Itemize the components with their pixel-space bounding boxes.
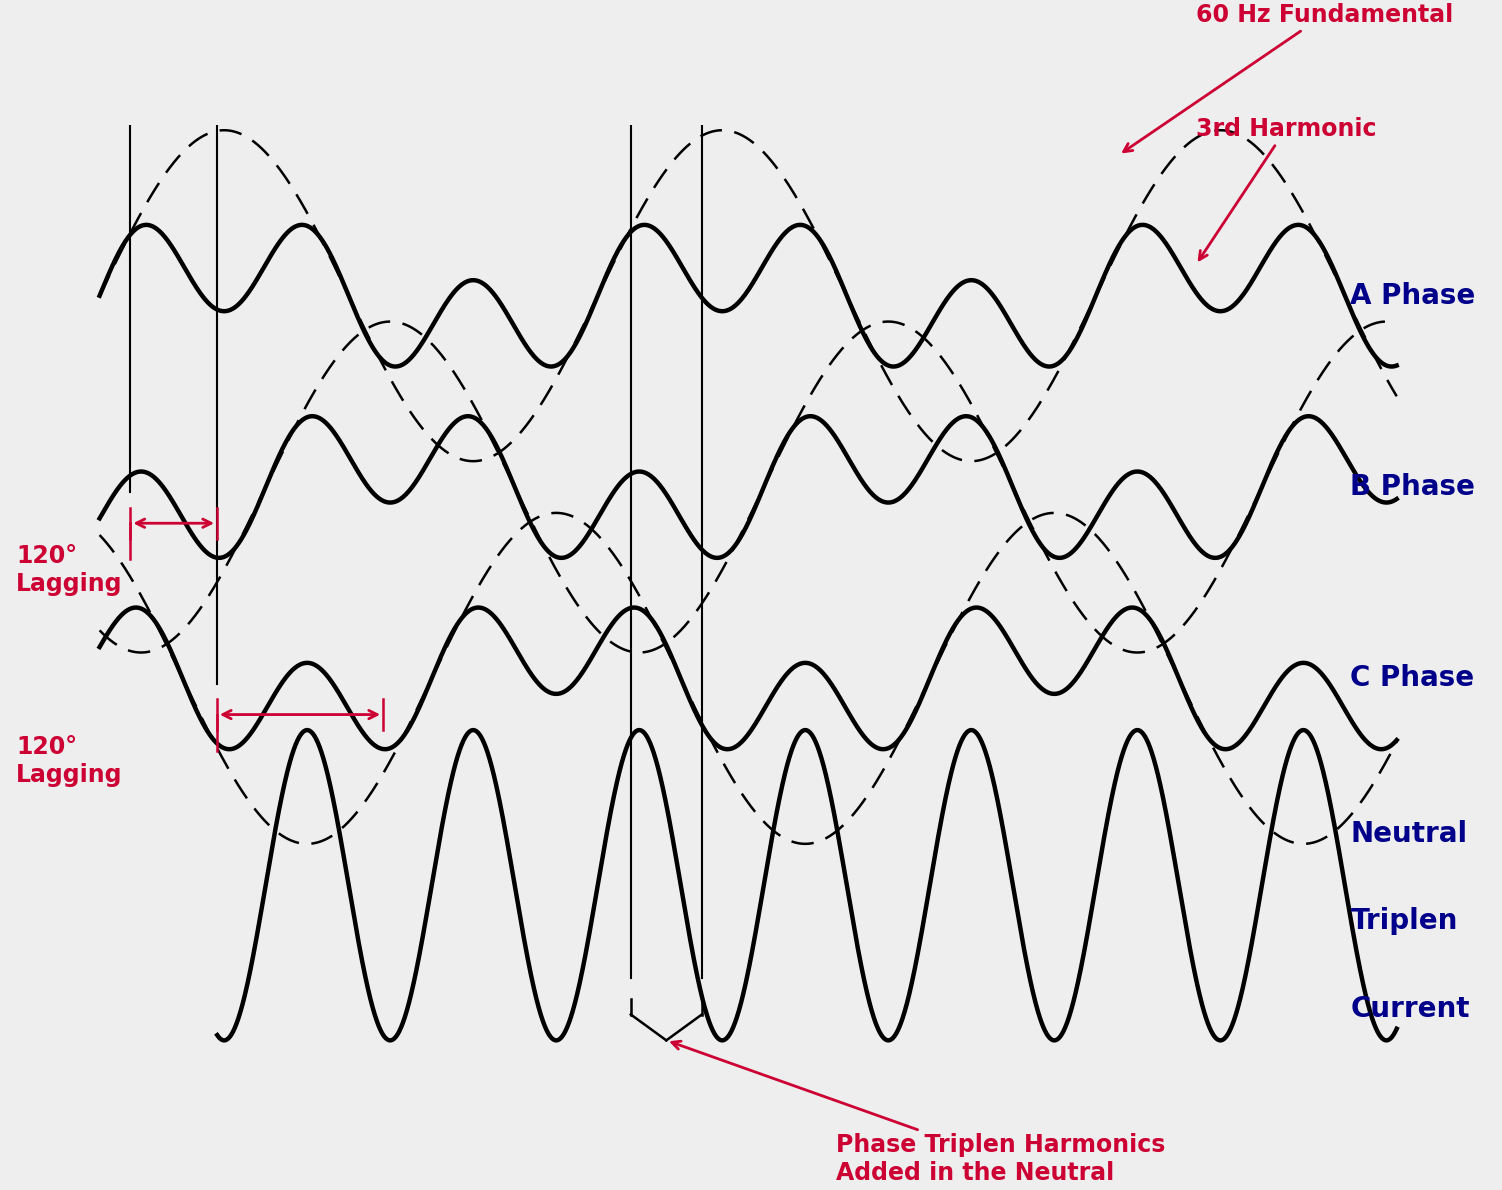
Text: A Phase: A Phase bbox=[1350, 282, 1475, 309]
Text: Current: Current bbox=[1350, 995, 1470, 1023]
Text: 120°
Lagging: 120° Lagging bbox=[17, 544, 123, 596]
Text: 120°
Lagging: 120° Lagging bbox=[17, 735, 123, 787]
Text: C Phase: C Phase bbox=[1350, 664, 1475, 693]
Text: Triplen: Triplen bbox=[1350, 908, 1458, 935]
Text: 60 Hz Fundamental: 60 Hz Fundamental bbox=[1123, 2, 1454, 152]
Text: Neutral: Neutral bbox=[1350, 820, 1467, 847]
Text: 3rd Harmonic: 3rd Harmonic bbox=[1196, 117, 1376, 259]
Text: B Phase: B Phase bbox=[1350, 474, 1475, 501]
Text: Phase Triplen Harmonics
Added in the Neutral: Phase Triplen Harmonics Added in the Neu… bbox=[671, 1041, 1166, 1185]
